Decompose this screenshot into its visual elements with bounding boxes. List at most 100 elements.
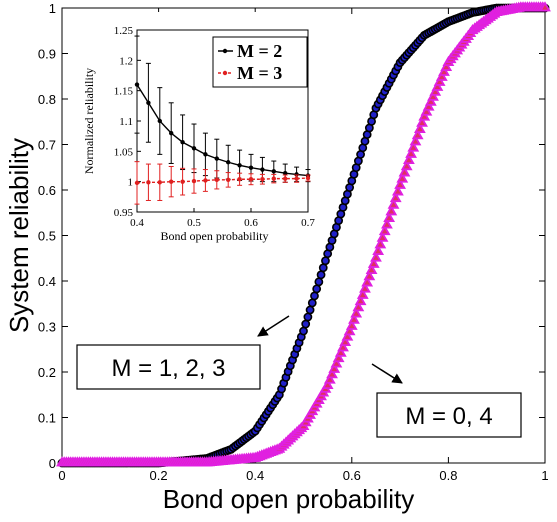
data-point xyxy=(396,172,409,183)
data-point xyxy=(420,105,433,116)
data-point xyxy=(294,176,299,181)
annotation-text: M = 0, 4 xyxy=(405,403,492,430)
data-point xyxy=(416,116,428,127)
inset-y-tick-label: 1.15 xyxy=(114,86,134,98)
inset-y-tick-label: 1.2 xyxy=(119,55,133,67)
data-point xyxy=(354,294,367,306)
inset-y-tick-label: 1.1 xyxy=(119,116,133,128)
annotation-2: M = 0, 4 xyxy=(371,363,522,438)
inset-series-2 xyxy=(134,161,311,205)
data-point xyxy=(310,291,319,301)
legend-label: M = 2 xyxy=(237,41,282,61)
y-tick-label: 1 xyxy=(49,1,56,16)
data-point xyxy=(405,147,417,158)
data-point xyxy=(348,313,360,324)
data-point xyxy=(332,351,345,363)
data-point xyxy=(440,60,453,71)
data-point xyxy=(260,177,265,182)
data-point xyxy=(180,140,185,145)
data-point xyxy=(316,270,326,280)
data-point xyxy=(413,122,426,134)
x-tick-label: 0.6 xyxy=(343,468,361,483)
data-point xyxy=(328,362,341,373)
data-point xyxy=(345,319,358,330)
data-point xyxy=(409,135,422,146)
inset-series-1 xyxy=(134,35,311,183)
y-tick-label: 0.1 xyxy=(38,411,56,426)
inset-x-tick-label: 0.5 xyxy=(187,217,201,229)
data-point xyxy=(248,165,254,170)
main-plot: 0 0.2 0.4 0.6 0.8 1 0 0.1 0.2 0.3 0.4 0.5 0.6 0.7 0.8 0… xyxy=(4,1,551,514)
inset-y-tick-label: 0.95 xyxy=(114,207,134,219)
annotation-box xyxy=(376,392,522,438)
annotation-arrow xyxy=(257,315,290,337)
y-axis-label: System reliability xyxy=(4,138,34,333)
data-point xyxy=(334,346,347,357)
data-point xyxy=(361,276,374,287)
data-point xyxy=(314,277,324,287)
data-point xyxy=(356,288,369,299)
y-tick-label: 0.7 xyxy=(38,138,56,153)
data-point xyxy=(367,257,380,268)
data-point xyxy=(383,211,396,222)
x-tick-label: 0.4 xyxy=(246,468,264,483)
data-point xyxy=(339,335,352,347)
legend-marker xyxy=(222,48,228,54)
data-point xyxy=(307,298,317,308)
data-point xyxy=(326,368,338,379)
data-point xyxy=(146,100,151,106)
data-point xyxy=(248,177,254,182)
data-point xyxy=(391,185,404,196)
legend-marker xyxy=(222,70,228,76)
data-point xyxy=(180,179,185,184)
inset-x-axis-label: Bond open probability xyxy=(161,229,269,243)
data-point xyxy=(214,156,219,161)
data-point xyxy=(226,177,231,183)
data-point xyxy=(341,330,354,341)
data-point xyxy=(365,263,378,275)
x-tick-label: 0.8 xyxy=(439,468,457,483)
inset-x-tick-label: 0.4 xyxy=(130,217,144,229)
data-point xyxy=(385,205,398,216)
data-point xyxy=(400,160,413,171)
data-point xyxy=(330,357,343,368)
inset-x-tick-label: 0.6 xyxy=(244,217,258,229)
data-point xyxy=(394,178,407,189)
data-point xyxy=(363,270,376,281)
data-point xyxy=(370,251,382,262)
data-point xyxy=(283,176,288,181)
data-point xyxy=(424,95,437,106)
data-point xyxy=(431,80,444,91)
data-point xyxy=(429,85,442,96)
data-point xyxy=(378,224,391,236)
y-tick-label: 0.3 xyxy=(38,320,56,335)
data-point xyxy=(539,1,551,12)
data-point xyxy=(203,178,208,183)
data-point xyxy=(418,110,431,121)
legend-label: M = 3 xyxy=(237,63,282,83)
data-point xyxy=(146,180,151,185)
data-point xyxy=(237,163,242,168)
data-point xyxy=(323,373,336,384)
y-tick-label: 0.4 xyxy=(38,274,56,289)
inset-y-tick-label: 1 xyxy=(128,177,134,189)
legend-box xyxy=(212,36,308,88)
data-point xyxy=(422,100,435,111)
data-point xyxy=(305,305,315,315)
data-point xyxy=(134,82,140,87)
x-tick-label: 0.2 xyxy=(150,468,168,483)
data-point xyxy=(411,129,424,140)
data-point xyxy=(157,180,162,185)
data-point xyxy=(398,166,411,177)
data-point xyxy=(312,284,322,294)
data-point xyxy=(305,175,311,181)
data-point xyxy=(352,301,365,312)
data-point xyxy=(337,341,349,352)
data-point xyxy=(381,218,393,229)
data-point xyxy=(299,326,308,336)
data-point xyxy=(343,325,356,336)
x-tick-label: 0 xyxy=(58,468,65,483)
data-point xyxy=(387,198,400,209)
